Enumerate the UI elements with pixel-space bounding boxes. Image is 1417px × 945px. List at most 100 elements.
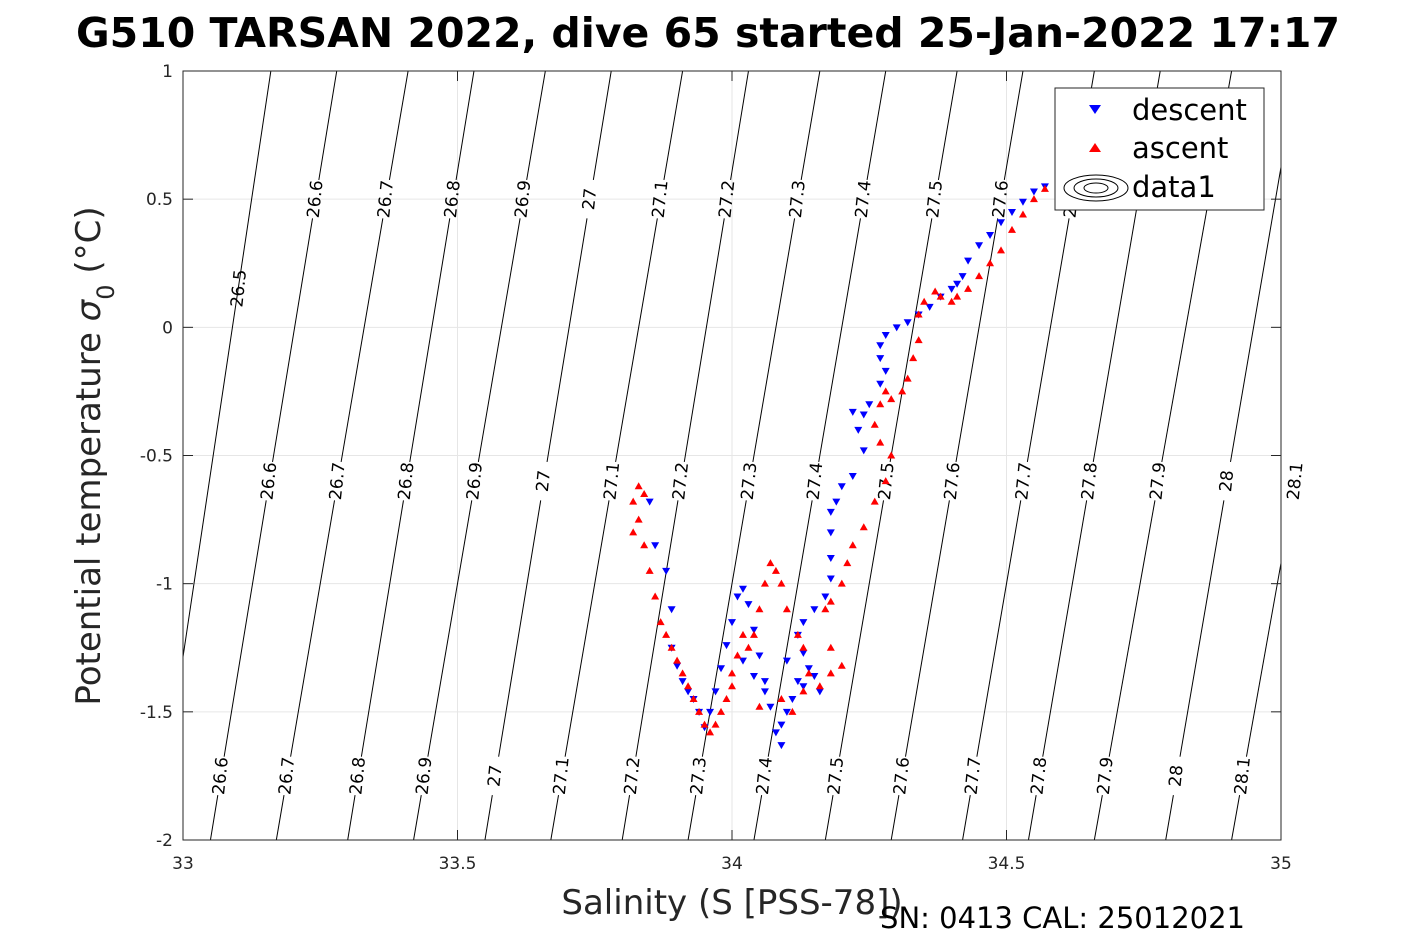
isopycnal-label: 27.2 xyxy=(716,179,740,219)
ascent-point xyxy=(689,695,698,703)
ascent-point xyxy=(870,420,879,428)
descent-point xyxy=(859,411,868,419)
ascent-point xyxy=(728,669,736,677)
descent-point xyxy=(771,729,780,737)
isopycnal-label: 28 xyxy=(1216,469,1238,493)
ascent-point xyxy=(662,630,671,638)
ascent-point xyxy=(667,643,676,651)
ascent-point xyxy=(887,395,896,403)
descent-point xyxy=(749,626,758,634)
ascent-point xyxy=(843,559,852,567)
isopycnal-line xyxy=(290,500,336,757)
descent-point xyxy=(728,619,736,627)
ascent-point xyxy=(673,656,682,664)
ascent-point xyxy=(749,630,758,638)
isopycnal-line xyxy=(866,71,887,181)
isopycnal-label: 26.6 xyxy=(304,179,328,219)
isopycnal-line xyxy=(1245,560,1281,757)
descent-point xyxy=(826,529,835,537)
isopycnal-label: 27.2 xyxy=(621,756,645,796)
ascent-point xyxy=(695,707,704,715)
descent-point xyxy=(826,555,835,563)
isopycnal-line xyxy=(275,795,285,840)
descent-point xyxy=(711,688,720,696)
ascent-point xyxy=(700,720,709,728)
isopycnal-line xyxy=(824,795,834,840)
isopycnal-line xyxy=(1026,218,1070,462)
isopycnal-label: 28.1 xyxy=(1231,756,1255,796)
ascent-point xyxy=(678,669,687,677)
x-tick-label: 34 xyxy=(721,854,743,874)
isopycnal-line xyxy=(347,795,356,840)
ascent-point xyxy=(782,605,791,613)
isopycnal-label: 27.6 xyxy=(989,179,1013,219)
ascent-point xyxy=(815,682,824,690)
descent-point xyxy=(733,593,742,601)
footer-serial: SN: 0413 CAL: 25012021 xyxy=(880,901,1245,935)
descent-point xyxy=(777,721,786,729)
ascent-point xyxy=(722,695,731,703)
isopycnal-line xyxy=(477,218,521,462)
isopycnal-label: 27.3 xyxy=(786,179,810,219)
ascent-point xyxy=(755,702,764,710)
isopycnal-label: 26.7 xyxy=(275,756,299,796)
isopycnal-label: 28 xyxy=(1166,764,1188,788)
ascent-point xyxy=(848,541,857,549)
descent-point xyxy=(953,280,962,288)
descent-point xyxy=(706,708,715,716)
isopycnal-label: 27.7 xyxy=(962,756,986,796)
descent-point xyxy=(832,498,841,506)
isopycnal-label: 26.9 xyxy=(463,461,487,501)
ascent-point xyxy=(804,669,813,677)
isopycnal-label: 27.5 xyxy=(923,179,947,219)
y-tick-label: 1 xyxy=(162,62,173,82)
ascent-point xyxy=(629,528,638,536)
ascent-point xyxy=(826,669,835,677)
ascent-point xyxy=(947,297,956,305)
ascent-point xyxy=(821,605,830,613)
isopycnal-label: 26.8 xyxy=(441,179,465,219)
ascent-point xyxy=(826,643,835,651)
legend-ascent-label: ascent xyxy=(1132,131,1228,165)
isopycnal-line xyxy=(1027,795,1037,840)
isopycnal-label: 26.5 xyxy=(227,268,251,308)
ascent-point xyxy=(711,720,720,728)
ascent-point xyxy=(651,592,660,600)
ascent-point xyxy=(1018,210,1027,218)
descent-point xyxy=(717,665,726,673)
ascent-point xyxy=(645,566,654,574)
x-tick-label: 33.5 xyxy=(439,854,477,874)
descent-point xyxy=(651,542,660,550)
isopycnal-label: 27.4 xyxy=(852,179,876,219)
isopycnal-label: 27 xyxy=(533,469,555,493)
isopycnal-line xyxy=(800,71,821,181)
legend-descent-marker xyxy=(1089,105,1101,114)
legend-ascent-marker xyxy=(1089,143,1101,152)
descent-point xyxy=(662,567,671,575)
legend: descent ascent data1 xyxy=(1054,87,1265,211)
descent-point xyxy=(958,273,967,281)
descent-point xyxy=(793,678,802,686)
ascent-point xyxy=(777,695,786,703)
ascent-point xyxy=(656,618,665,626)
ascent-point xyxy=(953,292,962,300)
legend-box xyxy=(1054,87,1265,211)
isopycnal-line xyxy=(621,795,631,840)
ascent-point xyxy=(799,643,808,651)
descent-point xyxy=(892,324,901,332)
isopycnal-line xyxy=(818,218,861,462)
descent-point xyxy=(738,585,747,593)
isopycnal-label: 27.4 xyxy=(804,461,828,501)
descent-point xyxy=(848,408,857,416)
x-axis-ticks: 33 33.5 34 34.5 35 xyxy=(172,71,1292,874)
ascent-point xyxy=(964,284,973,292)
descent-point xyxy=(738,657,747,665)
descent-point xyxy=(810,606,819,614)
legend-data1-label: data1 xyxy=(1132,170,1216,204)
descent-point xyxy=(859,447,868,455)
ascent-point xyxy=(1040,184,1049,192)
isopycnal-line xyxy=(1179,500,1225,757)
x-axis-label: Salinity (S [PSS-78]) xyxy=(561,883,902,923)
descent-point xyxy=(903,319,912,327)
isopycnal-line xyxy=(592,71,612,181)
